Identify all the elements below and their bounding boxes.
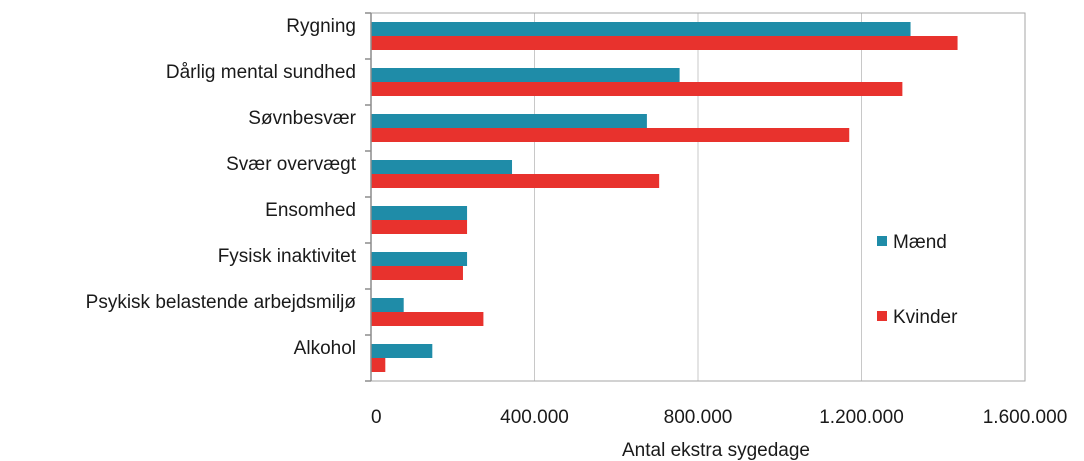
bar-maend — [371, 160, 513, 174]
bar-maend — [371, 206, 468, 220]
bar-maend — [371, 22, 911, 36]
bar-kvinder — [371, 36, 958, 50]
x-tick-labels: 0 400.000 800.000 1.200.000 1.600.000 — [371, 407, 1067, 428]
x-tick-label: 800.000 — [664, 407, 733, 428]
bar-maend — [371, 252, 468, 266]
legend: Mænd Kvinder — [862, 212, 1012, 352]
legend-label: Kvinder — [893, 307, 958, 328]
category-label: Alkohol — [294, 338, 356, 359]
category-label: Søvnbesvær — [248, 108, 356, 129]
bar-kvinder — [371, 312, 484, 326]
category-label: Fysisk inaktivitet — [218, 246, 357, 267]
bar-maend — [371, 298, 404, 312]
bar-maend — [371, 68, 680, 82]
x-tick-label: 400.000 — [500, 407, 569, 428]
bar-maend — [371, 344, 433, 358]
legend-swatch — [877, 311, 887, 321]
bar-kvinder — [371, 266, 463, 280]
category-label: Rygning — [286, 16, 356, 37]
legend-label: Mænd — [893, 232, 947, 253]
category-label: Ensomhed — [265, 200, 356, 221]
legend-swatch — [877, 236, 887, 246]
category-labels: Rygning Dårlig mental sundhed Søvnbesvær Sv… — [86, 16, 357, 359]
bar-kvinder — [371, 174, 660, 188]
category-label: Psykisk belastende arbejdsmiljø — [86, 292, 357, 313]
x-tick-label: 0 — [371, 407, 382, 428]
x-tick-label: 1.600.000 — [983, 407, 1068, 428]
bar-kvinder — [371, 358, 386, 372]
x-tick-label: 1.200.000 — [819, 407, 904, 428]
category-label: Svær overvægt — [226, 154, 357, 175]
y-axis-ticks — [365, 12, 371, 382]
bar-kvinder — [371, 128, 850, 142]
legend-background — [862, 212, 1012, 352]
bar-kvinder — [371, 82, 903, 96]
category-label: Dårlig mental sundhed — [166, 62, 356, 83]
bar-kvinder — [371, 220, 468, 234]
bars — [371, 22, 958, 372]
bar-maend — [371, 114, 647, 128]
x-axis-title: Antal ekstra sygedage — [622, 440, 810, 461]
